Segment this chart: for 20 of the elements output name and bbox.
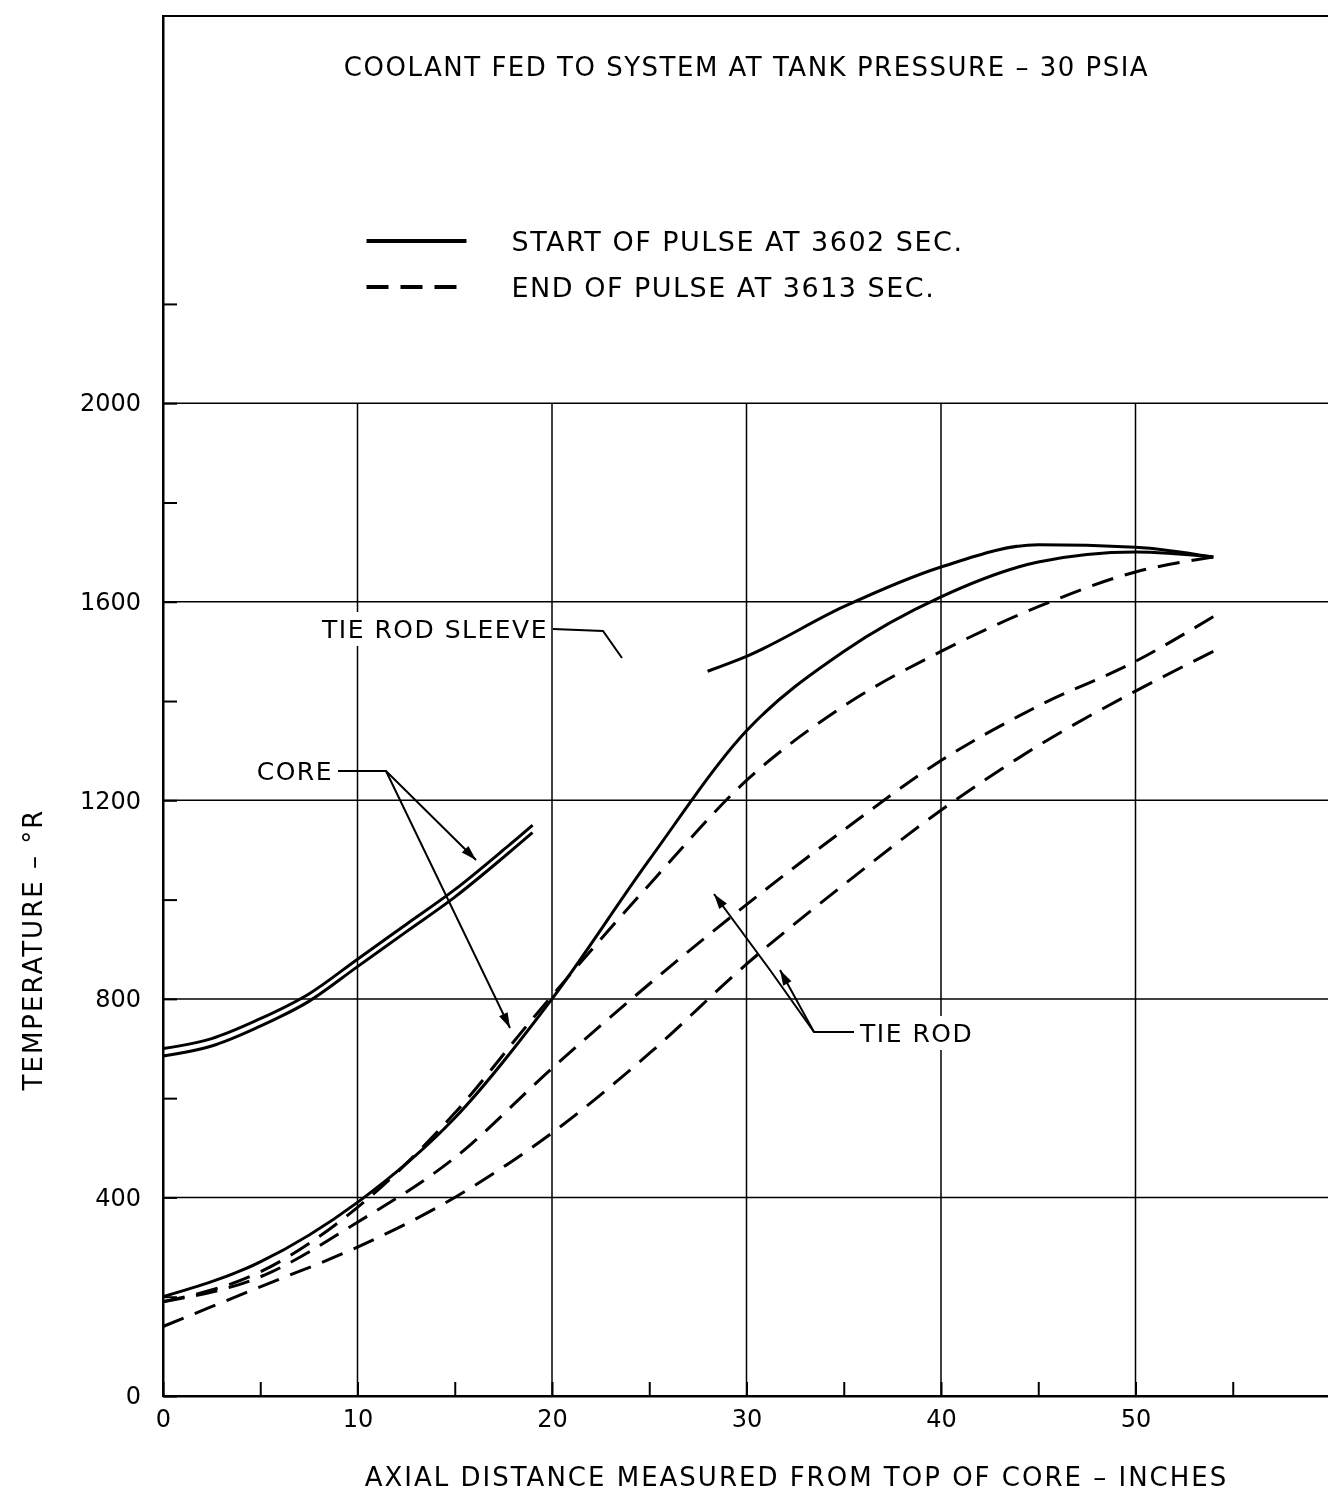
annotation: CORE bbox=[256, 757, 333, 786]
y-tick-label: 800 bbox=[95, 985, 141, 1014]
x-tick-label: 30 bbox=[731, 1405, 763, 1434]
x-tick-label: 10 bbox=[342, 1405, 374, 1434]
y-tick-label: 0 bbox=[125, 1382, 141, 1411]
y-tick-label: 2000 bbox=[79, 389, 141, 418]
x-tick-label: 40 bbox=[926, 1405, 957, 1434]
y-tick-label: 400 bbox=[95, 1183, 141, 1212]
x-tick-label: 20 bbox=[537, 1405, 568, 1434]
annotation: TIE ROD bbox=[859, 1019, 974, 1048]
y-tick-label: 1600 bbox=[79, 587, 141, 616]
x-tick-label: 50 bbox=[1120, 1405, 1152, 1434]
y-axis-title: TEMPERATURE – °R bbox=[18, 808, 48, 1092]
x-axis-title: AXIAL DISTANCE MEASURED FROM TOP OF CORE – INCHES bbox=[364, 1462, 1229, 1492]
x-tick-label: 0 bbox=[155, 1405, 172, 1434]
text: COOLANT FED TO SYSTEM AT TANK PRESSURE – 30 PSIA bbox=[343, 52, 1150, 82]
legend-label: START OF PULSE AT 3602 SEC. bbox=[511, 226, 964, 257]
legend-label: END OF PULSE AT 3613 SEC. bbox=[511, 272, 936, 303]
y-tick-label: 1200 bbox=[79, 786, 141, 815]
annotation: TIE ROD SLEEVE bbox=[321, 615, 548, 644]
